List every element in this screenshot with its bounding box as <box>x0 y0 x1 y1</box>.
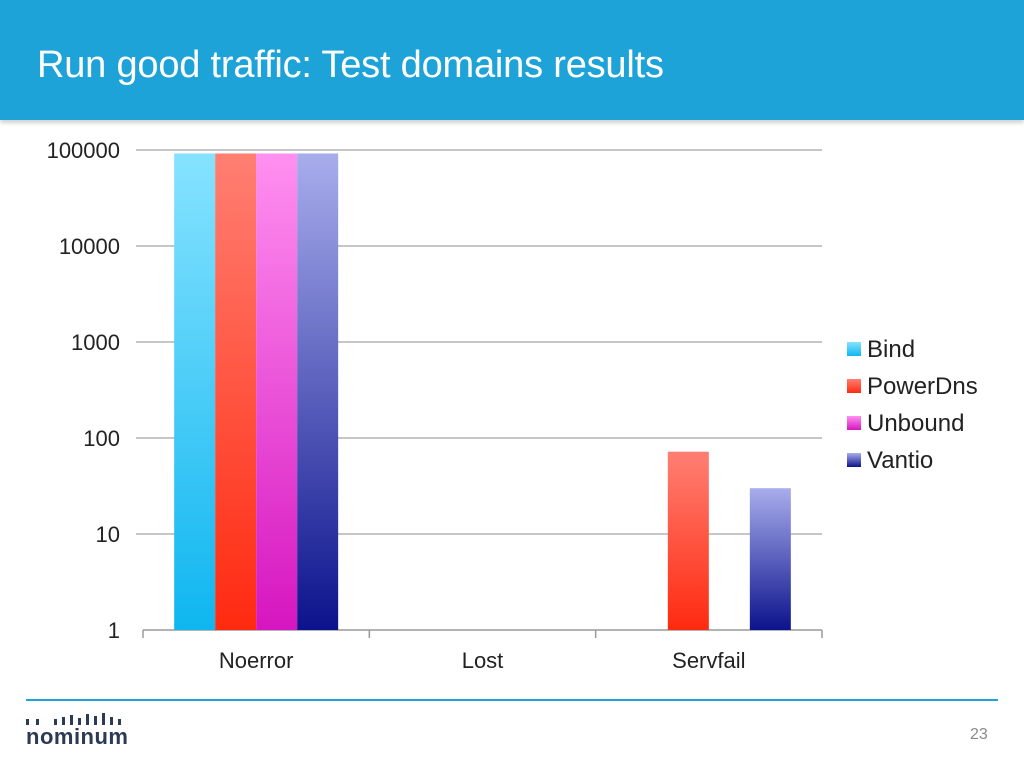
legend-swatch-unbound <box>847 416 861 430</box>
logo-text: nominum <box>26 724 129 749</box>
slide-header: Run good traffic: Test domains results <box>0 0 1024 120</box>
bar-chart: 100000 10000 1000 100 10 1 Noerror Lost Servfail… <box>47 138 978 673</box>
legend-swatch-powerdns <box>847 379 861 393</box>
legend-label-powerdns: PowerDns <box>867 373 978 400</box>
slide-title: Run good traffic: Test domains results <box>37 44 664 86</box>
bar-powerdns-servfail <box>667 451 709 630</box>
legend-label-unbound: Unbound <box>867 410 964 437</box>
legend-swatch-bind <box>847 342 861 356</box>
x-category-label: Servfail <box>672 648 745 673</box>
legend-swatch-vantio <box>847 453 861 467</box>
x-category-label: Lost <box>462 648 504 673</box>
y-tick-label: 100 <box>83 426 120 451</box>
bar-powerdns-noerror <box>215 153 257 630</box>
x-category-label: Noerror <box>219 648 294 673</box>
nominum-logo-bars-icon <box>26 713 121 725</box>
bar-vantio-noerror <box>297 153 339 630</box>
bar-unbound-noerror <box>256 153 298 630</box>
bar-vantio-servfail <box>749 488 791 630</box>
legend-label-vantio: Vantio <box>867 447 933 474</box>
y-tick-label: 1 <box>108 618 120 643</box>
bar-bind-noerror <box>174 153 216 630</box>
y-tick-label: 100000 <box>47 138 120 163</box>
legend-label-bind: Bind <box>867 336 915 363</box>
y-tick-label: 10 <box>96 522 120 547</box>
y-tick-label: 10000 <box>59 234 120 259</box>
y-tick-label: 1000 <box>71 330 120 355</box>
page-number: 23 <box>970 726 988 743</box>
footer-divider <box>26 699 998 701</box>
